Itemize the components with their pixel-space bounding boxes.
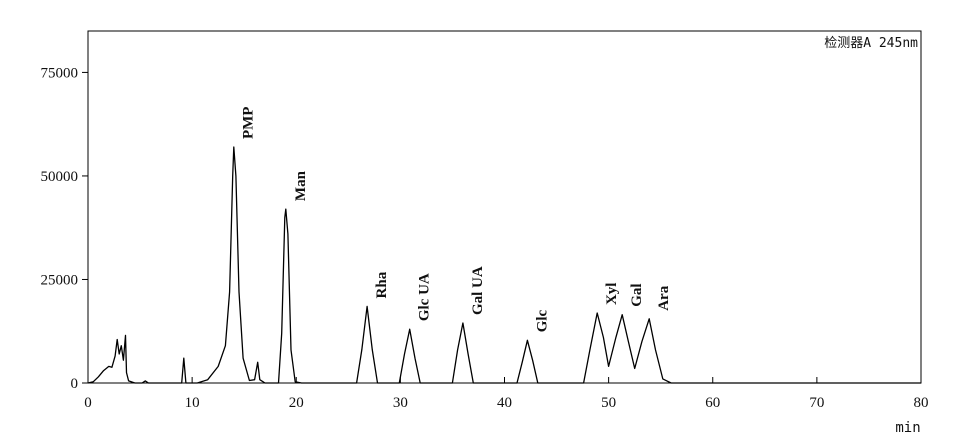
x-axis-unit-label: min — [895, 420, 920, 436]
y-axis-ticks: 0 25000 50000 75000 — [41, 65, 88, 392]
x-axis-ticks: 0 10 20 30 40 50 60 70 80 — [84, 377, 929, 411]
y-tick-label: 75000 — [41, 65, 79, 81]
detector-label: 检测器A 245nm — [824, 36, 918, 51]
y-tick-label: 25000 — [41, 272, 79, 288]
peak-label: Gal — [629, 283, 645, 306]
peak-label: Rha — [374, 271, 390, 298]
peak-label: Xyl — [604, 283, 620, 306]
y-tick-label: 0 — [71, 376, 79, 392]
chromatogram-trace — [87, 146, 921, 384]
peak-label: Man — [293, 170, 309, 201]
peak-label: Ara — [656, 285, 672, 310]
x-tick-label: 40 — [497, 395, 512, 411]
x-tick-label: 0 — [84, 395, 92, 411]
peak-label: Glc — [534, 309, 550, 332]
x-tick-label: 80 — [914, 395, 929, 411]
peak-labels: PMP Man Rha Glc UA Gal UA Glc Xyl Gal Ara — [241, 107, 672, 333]
x-tick-label: 20 — [289, 395, 304, 411]
peak-label: PMP — [241, 107, 257, 139]
x-tick-label: 60 — [705, 395, 720, 411]
plot-frame — [87, 30, 922, 384]
y-tick-label: 50000 — [41, 169, 79, 185]
peak-label: Glc UA — [417, 273, 433, 321]
x-tick-label: 10 — [185, 395, 200, 411]
peak-label: Gal UA — [470, 266, 486, 315]
x-tick-label: 30 — [393, 395, 408, 411]
x-tick-label: 50 — [601, 395, 616, 411]
x-tick-label: 70 — [809, 395, 824, 411]
